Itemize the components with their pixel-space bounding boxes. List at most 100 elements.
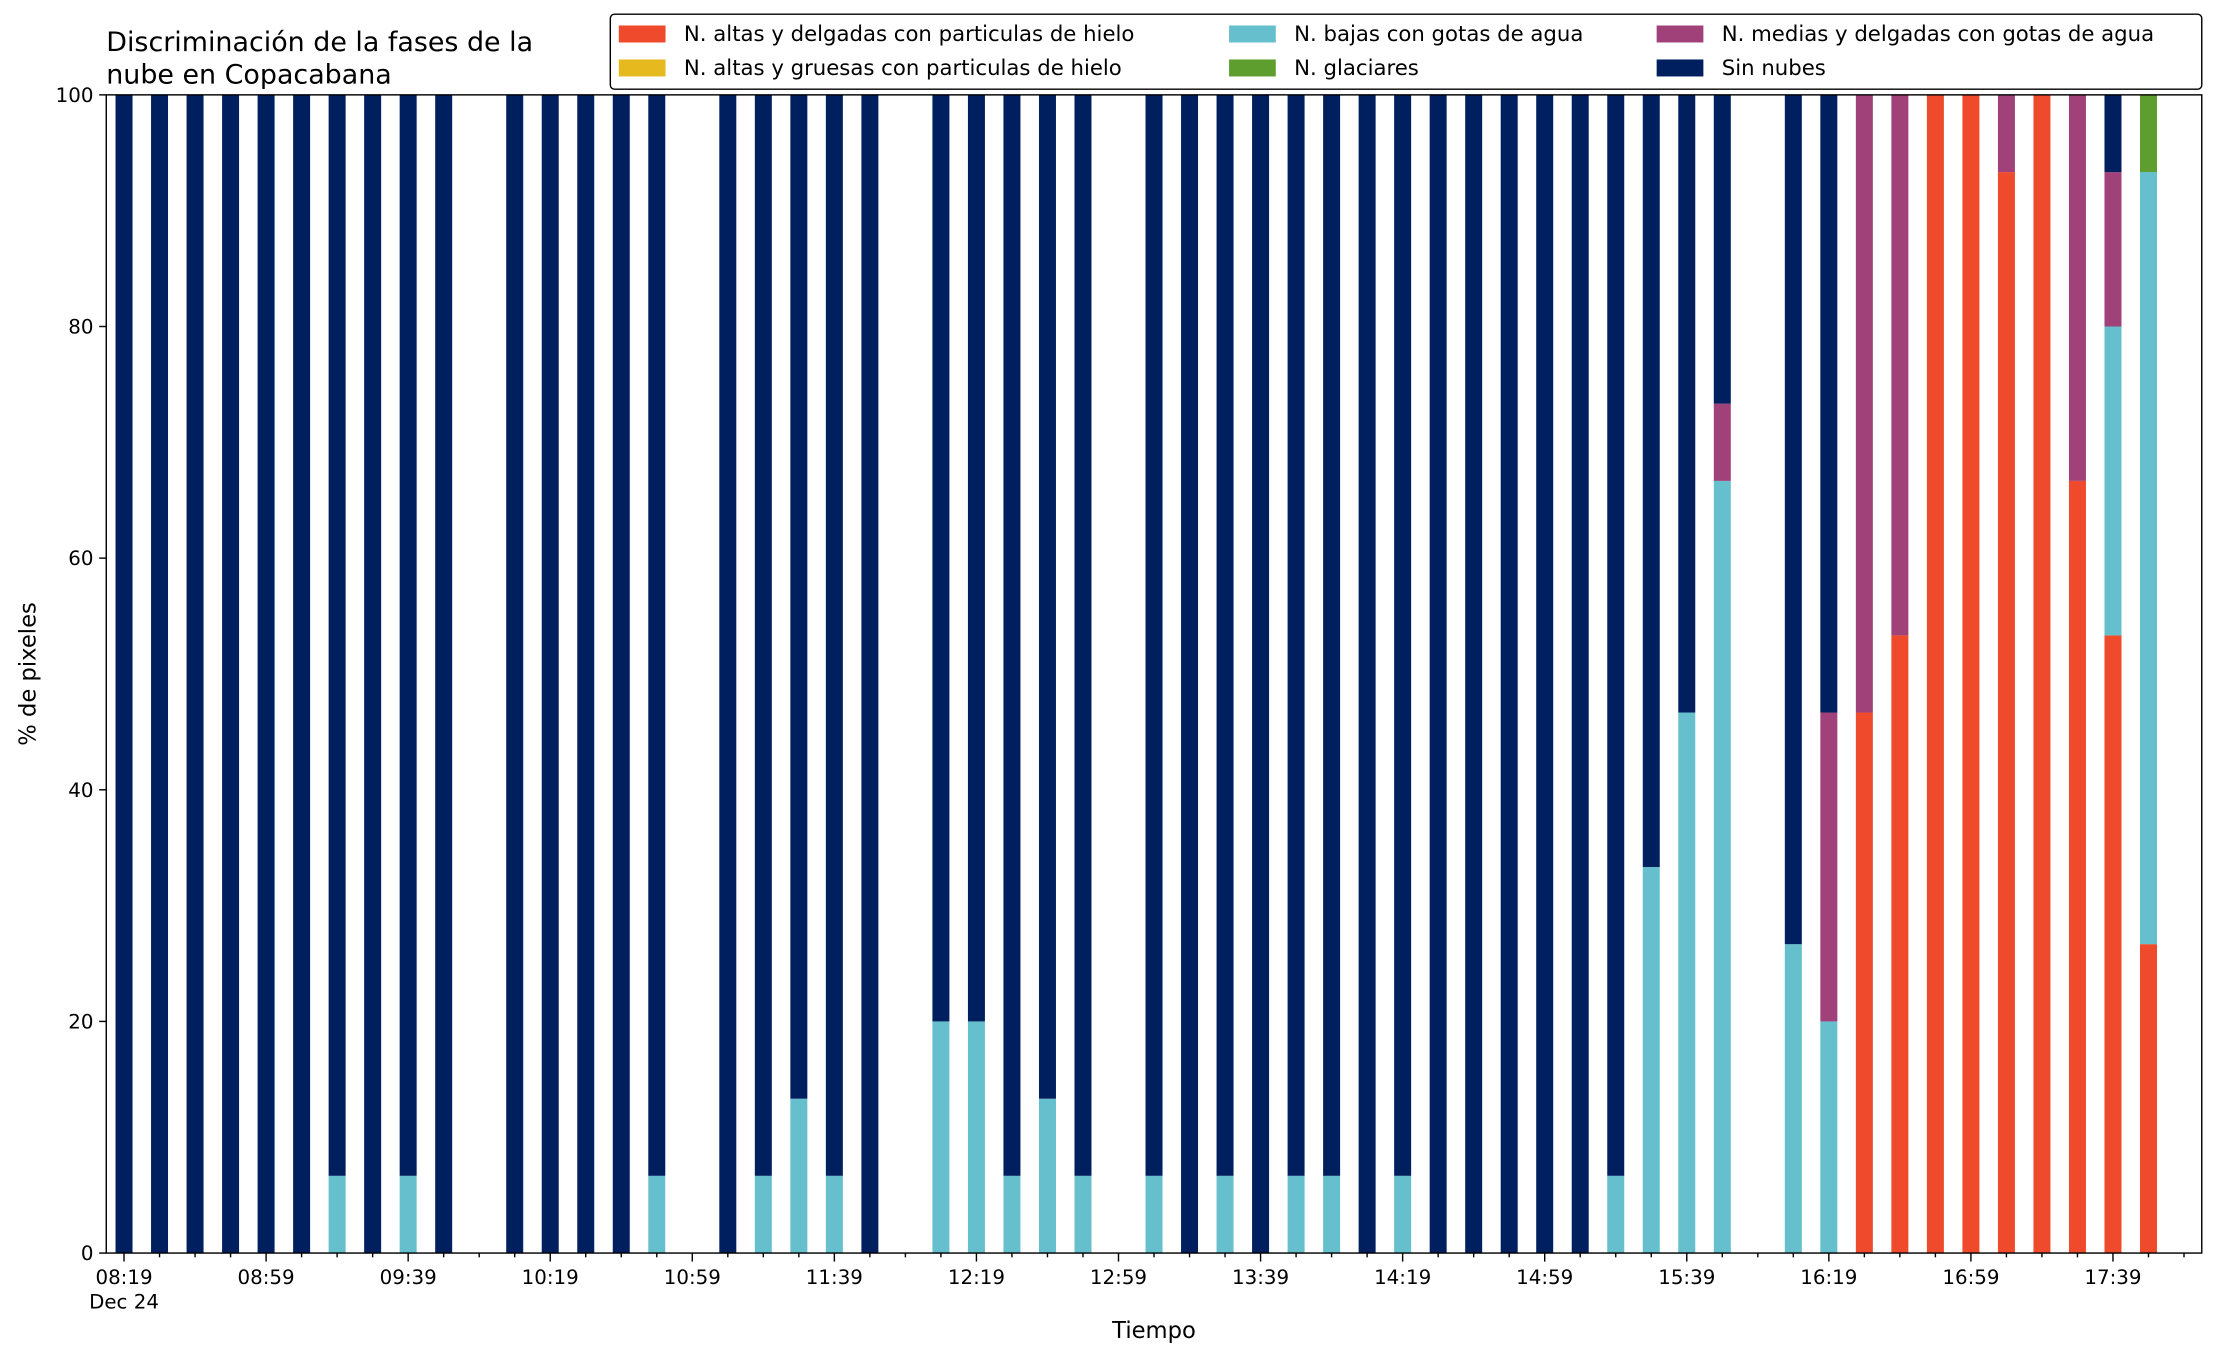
- x-tick-label: 16:59: [1942, 1266, 1999, 1289]
- x-tick-label: 08:19: [95, 1266, 152, 1289]
- bar-segment: [1713, 94, 1731, 404]
- bar-segment: [1784, 944, 1802, 1254]
- legend-swatch: [1656, 25, 1704, 43]
- bar-segment: [1642, 867, 1660, 1254]
- bar-segment: [1962, 94, 1980, 1254]
- bar-segment: [1642, 94, 1660, 868]
- legend-swatch: [1229, 25, 1276, 43]
- bar-segment: [1003, 1175, 1021, 1254]
- legend-swatch: [618, 59, 666, 77]
- bar-segment: [2068, 94, 2086, 481]
- bar-segment: [1891, 94, 1909, 636]
- bar-segment: [1997, 172, 2015, 1254]
- bar-segment: [2104, 635, 2122, 1254]
- bar-segment: [861, 94, 879, 1254]
- legend-label: N. altas y delgadas con particulas de hi…: [684, 22, 1134, 47]
- bar-segment: [1820, 712, 1838, 1022]
- legend-label: Sin nubes: [1722, 56, 1826, 81]
- bar-segment: [1145, 94, 1163, 1176]
- bar-segment: [577, 94, 595, 1254]
- x-tick-label: 15:39: [1658, 1266, 1715, 1289]
- y-tick-label: 20: [68, 1010, 93, 1033]
- bar-segment: [1820, 1021, 1838, 1254]
- legend-swatch: [1656, 59, 1704, 77]
- bar-segment: [1287, 94, 1305, 1176]
- bar-segment: [754, 94, 772, 1176]
- bar-segment: [2068, 480, 2086, 1254]
- bar-segment: [1820, 94, 1838, 713]
- bar-segment: [2104, 94, 2122, 173]
- legend-swatch: [1229, 59, 1276, 77]
- bar-segment: [1607, 94, 1625, 1176]
- bar-segment: [1855, 712, 1873, 1254]
- x-tick-label: 12:19: [948, 1266, 1005, 1289]
- bar-segment: [399, 94, 417, 1176]
- bar-segment: [257, 94, 275, 1254]
- y-tick-label: 40: [68, 779, 93, 802]
- x-tick-label: 10:59: [664, 1266, 721, 1289]
- bar-segment: [932, 1021, 950, 1254]
- bar-segment: [648, 94, 666, 1176]
- legend-label: N. bajas con gotas de agua: [1294, 22, 1583, 47]
- bar-segment: [435, 94, 453, 1254]
- bar-segment: [2139, 94, 2157, 172]
- bar-segment: [364, 94, 382, 1254]
- bar-segment: [1607, 1175, 1625, 1254]
- bar-segment: [541, 94, 559, 1254]
- bar-segment: [1500, 94, 1518, 1254]
- legend-swatch: [618, 25, 666, 43]
- bar-segment: [612, 94, 630, 1254]
- bar-segment: [1074, 1175, 1092, 1254]
- x-tick-label: 14:19: [1374, 1266, 1431, 1289]
- legend-box: [609, 13, 2203, 90]
- bar-segment: [1571, 94, 1589, 1254]
- bar-segment: [506, 94, 524, 1254]
- bar-segment: [1181, 94, 1199, 1254]
- bar-segment: [1465, 94, 1483, 1254]
- bar-segment: [293, 94, 311, 1254]
- x-tick-label: 11:39: [806, 1266, 863, 1289]
- bar-segment: [2139, 171, 2157, 945]
- bar-segment: [1252, 94, 1270, 1254]
- chart-title: nube en Copacabana: [106, 60, 392, 91]
- x-tick-label: 16:19: [1800, 1266, 1857, 1289]
- bar-segment: [967, 1021, 985, 1254]
- bar-segment: [1855, 94, 1873, 713]
- bar-segment: [222, 94, 240, 1254]
- x-tick-label: 14:59: [1516, 1266, 1573, 1289]
- bar-segment: [1394, 1175, 1412, 1254]
- bar-segment: [932, 94, 950, 1022]
- bar-segment: [1216, 1175, 1234, 1254]
- bar-segment: [1003, 94, 1021, 1176]
- bar-segment: [1323, 1175, 1341, 1254]
- x-tick-label: 13:39: [1232, 1266, 1289, 1289]
- bar-segment: [825, 94, 843, 1176]
- bar-segment: [2139, 944, 2157, 1254]
- bar-segment: [1926, 94, 1944, 1254]
- bar-segment: [1038, 1098, 1056, 1254]
- bar-segment: [1074, 94, 1092, 1176]
- bar-segment: [1678, 94, 1696, 713]
- y-tick-label: 60: [68, 547, 93, 570]
- bar-segment: [1358, 94, 1376, 1254]
- bar-segment: [1216, 94, 1234, 1176]
- bar-segment: [1536, 94, 1554, 1254]
- bar-segment: [825, 1175, 843, 1254]
- bar-segment: [1287, 1175, 1305, 1254]
- bar-segment: [1784, 94, 1802, 945]
- x-tick-label: 09:39: [380, 1266, 437, 1289]
- y-tick-label: 100: [56, 84, 94, 107]
- x-tick-label: 08:59: [238, 1266, 295, 1289]
- bar-segment: [790, 94, 808, 1099]
- bar-segment: [1323, 94, 1341, 1176]
- y-tick-label: 0: [81, 1242, 94, 1265]
- y-tick-label: 80: [68, 316, 93, 339]
- bar-segment: [1891, 635, 1909, 1254]
- x-axis-label: Tiempo: [1111, 1318, 1196, 1344]
- legend-label: N. medias y delgadas con gotas de agua: [1722, 22, 2154, 47]
- x-tick-label: 10:19: [522, 1266, 579, 1289]
- bar-segment: [1713, 403, 1731, 481]
- bar-segment: [2104, 326, 2122, 636]
- chart-title: Discriminación de la fases de la: [106, 27, 533, 58]
